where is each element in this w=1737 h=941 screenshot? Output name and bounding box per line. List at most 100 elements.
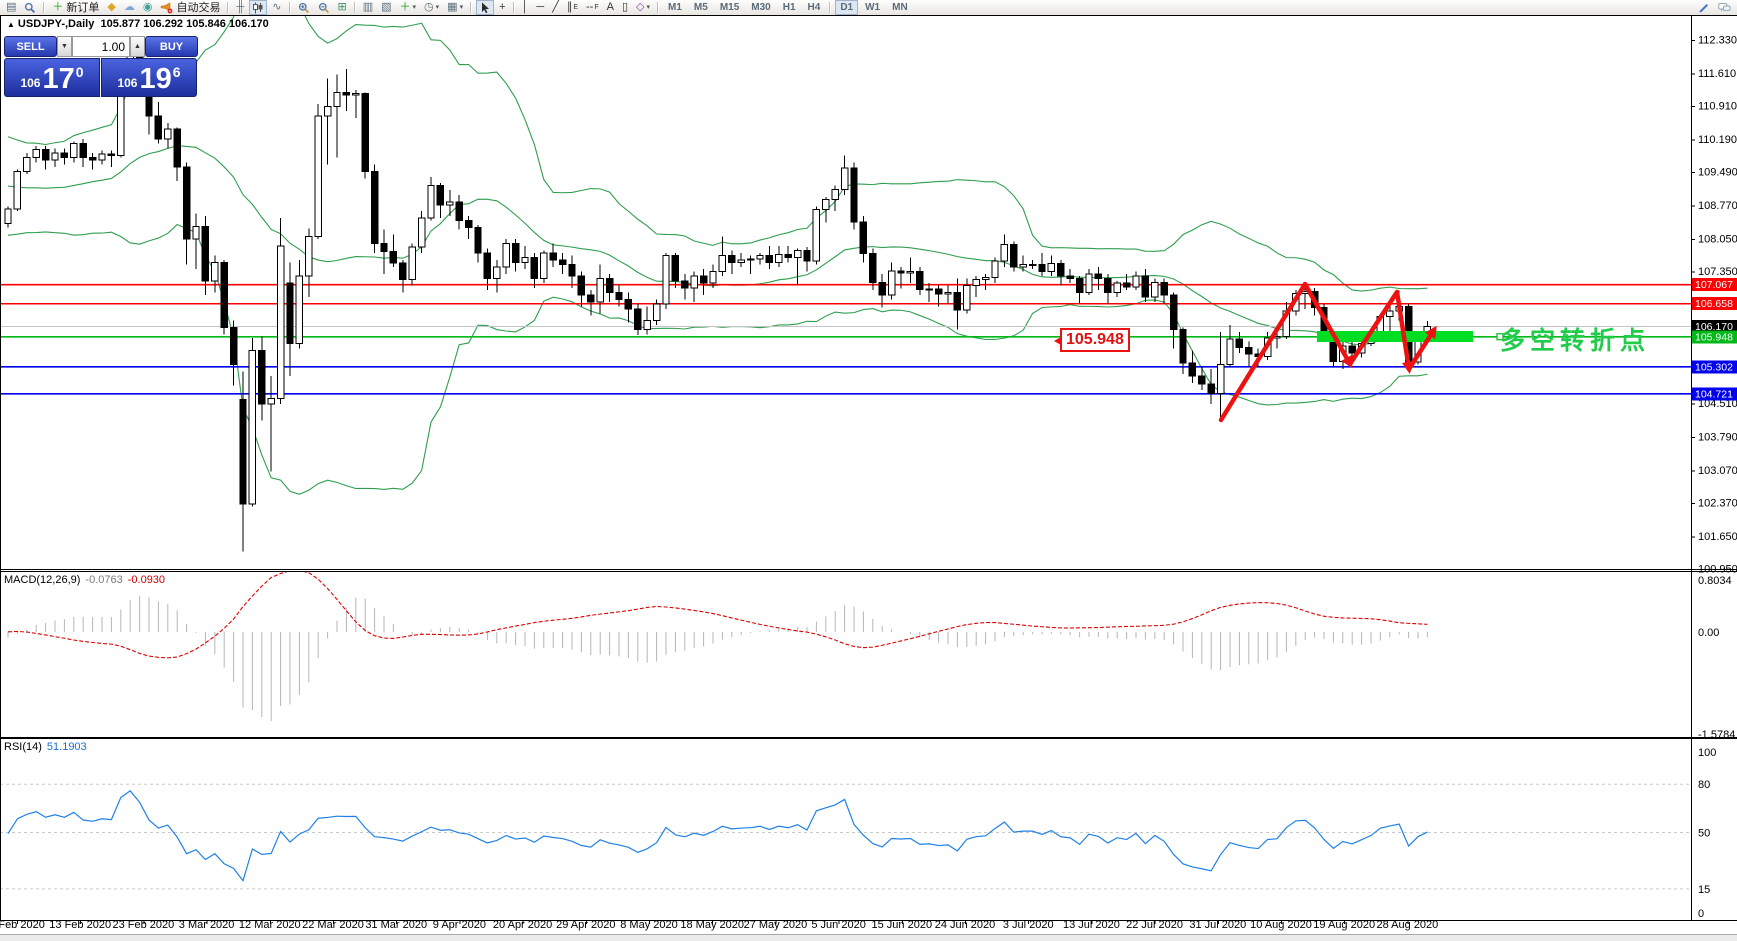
chevron-down-icon: ▾	[435, 3, 440, 11]
new-order-icon: ＋	[52, 1, 64, 13]
deposit-gold-icon: ◆	[107, 1, 116, 13]
price-callout-105948[interactable]: 105.948	[1054, 328, 1130, 352]
tile-windows-button[interactable]: ⊞	[335, 0, 350, 15]
svg-text:108.050: 108.050	[1698, 234, 1737, 246]
sell-price-button[interactable]: 106 17 0	[4, 58, 100, 97]
line-chart-button[interactable]: ∿	[269, 0, 284, 15]
deposit-gold-button[interactable]: ◆	[104, 0, 118, 15]
zoom-in-button[interactable]	[295, 0, 313, 15]
fibonacci-button[interactable]: -- F	[586, 1, 599, 13]
vertical-line-icon: │	[521, 1, 529, 13]
add-indicator-button[interactable]: ＋ ▾	[397, 0, 420, 15]
rsi-name: RSI(14)	[4, 741, 42, 753]
price-axis-badge-105.948	[1692, 330, 1737, 344]
new-chart-button[interactable]: ▤	[3, 0, 19, 15]
timeframe-w1-button[interactable]: W1	[865, 1, 881, 13]
candle-body	[79, 143, 87, 159]
bull-bear-turning-point-note[interactable]: 多空转折点	[1500, 327, 1651, 355]
candle-body	[502, 243, 510, 268]
timeframe-h4-button[interactable]: H4	[807, 1, 821, 13]
candle-body	[1348, 345, 1356, 354]
bollinger-bands	[7, 15, 1428, 495]
candle-body	[775, 253, 783, 263]
timeframe-m1-button[interactable]: M1	[668, 1, 682, 13]
timeframe-m30-button[interactable]: M30	[751, 1, 771, 13]
timeframe-m15-button[interactable]: M15	[719, 1, 740, 13]
arrows-icon: ◇	[636, 1, 645, 13]
candles-layer	[4, 45, 1432, 552]
crosshair-button[interactable]: +	[496, 0, 508, 15]
trendline-button[interactable]: ╱	[549, 0, 562, 15]
bar-chart-button[interactable]: ╫	[233, 0, 247, 15]
candle-body	[1066, 275, 1074, 280]
candle-body	[793, 250, 802, 259]
chat-button[interactable]	[1715, 0, 1734, 15]
cursor-button[interactable]	[476, 0, 495, 15]
macd-value-signal: -0.0930	[127, 574, 166, 586]
candle-body	[878, 281, 886, 296]
sell-button[interactable]: SELL	[4, 36, 57, 57]
vertical-line-button[interactable]: │	[519, 0, 532, 15]
edit-pencil-button[interactable]	[1695, 0, 1713, 15]
candle-body	[540, 252, 548, 280]
market-watch-search-button[interactable]	[21, 0, 39, 15]
toolbar-separator	[353, 2, 356, 13]
periods-button[interactable]: ◷ ▾	[421, 0, 442, 15]
macd-pane	[7, 572, 1428, 721]
candle-body	[925, 288, 933, 291]
green-highlight-bar[interactable]	[1317, 331, 1473, 342]
objects-list-button[interactable]: ▧	[378, 0, 394, 15]
templates-button[interactable]: ▦ ▾	[444, 0, 466, 15]
timeframe-m5-button[interactable]: M5	[693, 1, 708, 13]
mql5-cloud-button[interactable]: ☁	[121, 0, 138, 15]
candle-body	[549, 252, 557, 261]
new-order-button[interactable]: ＋新订单	[49, 0, 102, 15]
macd-name: MACD(12,26,9)	[4, 574, 81, 586]
time-axis-label: 31 Mar 2020	[365, 919, 427, 931]
timeframe-h1-button[interactable]: H1	[782, 1, 796, 13]
volume-input[interactable]	[72, 36, 130, 57]
timeframe-d1-button[interactable]: D1	[835, 0, 859, 15]
volume-up-button[interactable]: ▲	[130, 36, 145, 57]
line-selection-handle[interactable]	[1496, 333, 1504, 341]
candle-body	[634, 308, 642, 331]
buy-button[interactable]: BUY	[145, 36, 198, 57]
toolbar-separator	[227, 2, 230, 13]
volume-down-button[interactable]: ▼	[57, 36, 72, 57]
zoom-out-button[interactable]	[315, 0, 333, 15]
candle-body	[831, 188, 839, 200]
time-axis-label: 19 Aug 2020	[1313, 919, 1375, 931]
buy-price-button[interactable]: 106 19 6	[101, 58, 197, 97]
candle-body	[822, 198, 830, 211]
candlestick-chart-button[interactable]	[249, 0, 268, 15]
arrows-button[interactable]: ◇ ▾	[633, 0, 653, 15]
candle-body	[239, 398, 247, 505]
one-click-collapse-icon[interactable]: ▲	[7, 20, 15, 29]
indicators-list-button[interactable]: ▥	[360, 0, 376, 15]
candle-body	[615, 291, 623, 300]
timeframe-mn-button[interactable]: MN	[892, 1, 908, 13]
candle-body	[624, 298, 633, 310]
time-axis-label: 23 Feb 2020	[113, 919, 175, 931]
candle-body	[455, 201, 463, 221]
horizontal-line-button[interactable]: ─	[533, 0, 547, 15]
candle-body	[286, 282, 294, 345]
time-axis-label: 3 Jul 2020	[1003, 919, 1054, 931]
svg-text:110.910: 110.910	[1698, 101, 1737, 113]
autotrading-button[interactable]: 自动交易	[157, 0, 223, 15]
bar-chart-icon: ╫	[236, 1, 245, 13]
time-axis-label: 18 May 2020	[680, 919, 744, 931]
text-label-button[interactable]: ▯	[619, 0, 631, 15]
trendline-icon: ╱	[552, 1, 559, 13]
candle-body	[568, 264, 576, 277]
signals-button[interactable]: ◉	[140, 0, 156, 15]
red-zigzag-arrows[interactable]	[1218, 281, 1437, 423]
candle-body	[342, 92, 351, 96]
candle-body	[906, 271, 915, 274]
time-axis-label: 22 Jul 2020	[1126, 919, 1183, 931]
time-axis-label: 24 Jun 2020	[935, 919, 996, 931]
equidistant-channel-button[interactable]: ∥ E	[566, 1, 578, 13]
text-button[interactable]: A	[604, 0, 617, 15]
